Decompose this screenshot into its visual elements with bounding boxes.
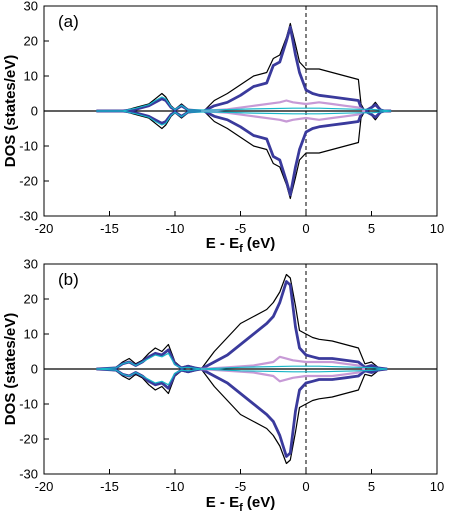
panel-b-xtick-label: -20 [35, 479, 54, 494]
panel-b-ytick-label: 0 [31, 362, 38, 377]
panel-b-series-total-down [96, 368, 388, 465]
panel-a-ytick-label: -30 [19, 209, 38, 224]
panel-b-series-lilac-up [201, 355, 366, 371]
panel-a-series-main-down [96, 109, 392, 197]
panel-b-ytick-label: 30 [24, 257, 38, 272]
panel-b-xtick-label: 10 [430, 479, 444, 494]
panel-b-ytick-label: -30 [19, 467, 38, 482]
panel-b-series-main-down [96, 367, 388, 458]
panel-b-xtick-label: 5 [368, 479, 375, 494]
panel-a-ytick-label: 10 [24, 69, 38, 84]
panel-a-ytick-label: -10 [19, 139, 38, 154]
panel-a-xtick-label: -15 [100, 221, 119, 236]
panel-a-ytick-label: 0 [31, 104, 38, 119]
panel-a-label: (a) [58, 12, 79, 31]
panel-a-series-total-up [96, 22, 392, 112]
panel-a-ytick-label: 20 [24, 34, 38, 49]
panel-a-xtick-label: 5 [368, 221, 375, 236]
panel-a-series-lilac-up [201, 99, 366, 113]
panel-a-xtick-label: -20 [35, 221, 54, 236]
panel-b-xtick-label: -5 [235, 479, 247, 494]
panel-a-xlabel: E - Ef (eV) [206, 235, 276, 255]
panel-b-series-lilac-down [201, 367, 366, 383]
panel-b-series-cyan-down [96, 368, 388, 386]
panel-a-series-total-down [96, 110, 392, 200]
panel-a-series-main-up [96, 25, 392, 113]
panel-b-series-main-up [96, 280, 388, 371]
panel-b-ytick-label: -20 [19, 432, 38, 447]
panel-b-ytick-label: -10 [19, 397, 38, 412]
panel-b-series-total-up [96, 273, 388, 370]
panel-a-series-cyan-down [96, 110, 392, 126]
panel-b-xtick-label: -10 [166, 479, 185, 494]
panel-b-label: (b) [58, 270, 79, 289]
panel-a-xtick-label: -10 [166, 221, 185, 236]
panel-b-ylabel: DOS (states/eV) [2, 313, 19, 426]
panel-a-xtick-label: -5 [235, 221, 247, 236]
panel-a-xtick-label: 0 [302, 221, 309, 236]
panel-a-series-cyan-up [96, 96, 392, 112]
panel-b-xtick-label: -15 [100, 479, 119, 494]
panel-a-xtick-label: 10 [430, 221, 444, 236]
panel-b-ytick-label: 20 [24, 292, 38, 307]
panel-a-series-lilac-down [201, 109, 366, 123]
panel-b-xtick-label: 0 [302, 479, 309, 494]
panel-b-xlabel: E - Ef (eV) [206, 494, 276, 514]
panel-b-ytick-label: 10 [24, 327, 38, 342]
panel-a-ytick-label: -20 [19, 174, 38, 189]
panel-a-ylabel: DOS (states/eV) [2, 55, 19, 168]
panel-a-ytick-label: 30 [24, 0, 38, 14]
panel-b-series-cyan-up [96, 352, 388, 370]
